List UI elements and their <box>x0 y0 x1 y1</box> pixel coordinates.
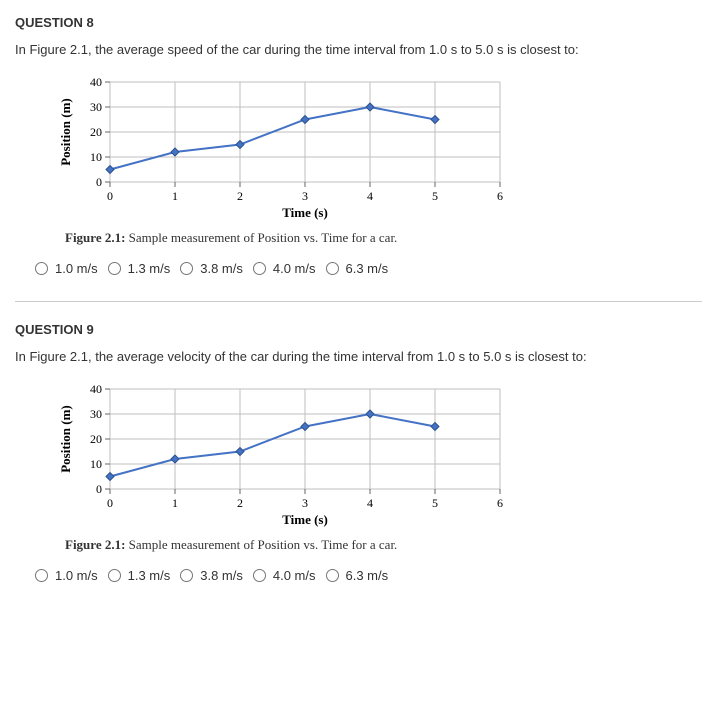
svg-text:1: 1 <box>172 496 178 510</box>
q8-option-1[interactable]: 1.3 m/s <box>108 261 171 276</box>
q8-option-4[interactable]: 6.3 m/s <box>326 261 389 276</box>
svg-text:20: 20 <box>90 125 102 139</box>
q9-option-2[interactable]: 3.8 m/s <box>180 568 243 583</box>
q9-option-3[interactable]: 4.0 m/s <box>253 568 316 583</box>
question-8-header: QUESTION 8 <box>15 15 702 30</box>
q9-radio-0[interactable] <box>35 569 48 582</box>
svg-text:2: 2 <box>237 189 243 203</box>
svg-text:5: 5 <box>432 189 438 203</box>
svg-text:30: 30 <box>90 407 102 421</box>
q9-option-label-0: 1.0 m/s <box>55 568 98 583</box>
q9-option-1[interactable]: 1.3 m/s <box>108 568 171 583</box>
svg-text:0: 0 <box>107 496 113 510</box>
q8-option-3[interactable]: 4.0 m/s <box>253 261 316 276</box>
q9-option-label-3: 4.0 m/s <box>273 568 316 583</box>
q8-radio-2[interactable] <box>180 262 193 275</box>
question-9-header: QUESTION 9 <box>15 322 702 337</box>
q9-radio-2[interactable] <box>180 569 193 582</box>
q9-option-label-4: 6.3 m/s <box>346 568 389 583</box>
svg-text:5: 5 <box>432 496 438 510</box>
q8-radio-1[interactable] <box>108 262 121 275</box>
svg-text:40: 40 <box>90 382 102 396</box>
q8-option-label-2: 3.8 m/s <box>200 261 243 276</box>
question-9-text: In Figure 2.1, the average velocity of t… <box>15 349 702 364</box>
svg-text:2: 2 <box>237 496 243 510</box>
q8-chart-container: 0 1 2 3 4 5 6 0 10 20 30 40 Time (s) Position (m) Fig… <box>55 72 702 246</box>
svg-text:0: 0 <box>107 189 113 203</box>
q9-options: 1.0 m/s 1.3 m/s 3.8 m/s 4.0 m/s 6.3 m/s <box>35 568 702 583</box>
svg-text:3: 3 <box>302 496 308 510</box>
svg-text:40: 40 <box>90 75 102 89</box>
q9-chart: 0 1 2 3 4 5 6 0 10 20 30 40 Time (s) Position (m) <box>55 379 535 529</box>
svg-text:10: 10 <box>90 457 102 471</box>
q9-radio-4[interactable] <box>326 569 339 582</box>
q9-caption-bold: Figure 2.1: <box>65 537 125 552</box>
q8-radio-4[interactable] <box>326 262 339 275</box>
q8-caption-rest: Sample measurement of Position vs. Time … <box>125 230 397 245</box>
svg-text:20: 20 <box>90 432 102 446</box>
q8-radio-3[interactable] <box>253 262 266 275</box>
q8-option-label-0: 1.0 m/s <box>55 261 98 276</box>
question-8-text: In Figure 2.1, the average speed of the … <box>15 42 702 57</box>
q8-option-label-4: 6.3 m/s <box>346 261 389 276</box>
q8-caption-bold: Figure 2.1: <box>65 230 125 245</box>
svg-text:4: 4 <box>367 189 373 203</box>
svg-text:30: 30 <box>90 100 102 114</box>
question-9-block: QUESTION 9 In Figure 2.1, the average ve… <box>15 322 702 583</box>
q8-option-0[interactable]: 1.0 m/s <box>35 261 98 276</box>
svg-text:6: 6 <box>497 496 503 510</box>
svg-text:0: 0 <box>96 175 102 189</box>
q9-radio-1[interactable] <box>108 569 121 582</box>
q8-chart-caption: Figure 2.1: Sample measurement of Positi… <box>65 230 702 246</box>
q8-options: 1.0 m/s 1.3 m/s 3.8 m/s 4.0 m/s 6.3 m/s <box>35 261 702 276</box>
question-8-block: QUESTION 8 In Figure 2.1, the average sp… <box>15 15 702 276</box>
q8-radio-0[interactable] <box>35 262 48 275</box>
q8-option-label-3: 4.0 m/s <box>273 261 316 276</box>
q9-option-label-2: 3.8 m/s <box>200 568 243 583</box>
svg-text:6: 6 <box>497 189 503 203</box>
q9-option-4[interactable]: 6.3 m/s <box>326 568 389 583</box>
q9-chart-container: 0 1 2 3 4 5 6 0 10 20 30 40 Time (s) Position (m) Fig… <box>55 379 702 553</box>
q9-radio-3[interactable] <box>253 569 266 582</box>
svg-text:Position (m): Position (m) <box>58 98 73 166</box>
q9-caption-rest: Sample measurement of Position vs. Time … <box>125 537 397 552</box>
q8-option-2[interactable]: 3.8 m/s <box>180 261 243 276</box>
svg-text:3: 3 <box>302 189 308 203</box>
q8-option-label-1: 1.3 m/s <box>128 261 171 276</box>
q8-chart: 0 1 2 3 4 5 6 0 10 20 30 40 Time (s) Position (m) <box>55 72 535 222</box>
q9-chart-caption: Figure 2.1: Sample measurement of Positi… <box>65 537 702 553</box>
svg-text:Position (m): Position (m) <box>58 405 73 473</box>
svg-text:Time (s): Time (s) <box>282 512 328 527</box>
svg-text:10: 10 <box>90 150 102 164</box>
svg-text:1: 1 <box>172 189 178 203</box>
svg-text:Time (s): Time (s) <box>282 205 328 220</box>
svg-text:4: 4 <box>367 496 373 510</box>
q9-option-label-1: 1.3 m/s <box>128 568 171 583</box>
svg-text:0: 0 <box>96 482 102 496</box>
question-divider <box>15 301 702 302</box>
q9-option-0[interactable]: 1.0 m/s <box>35 568 98 583</box>
